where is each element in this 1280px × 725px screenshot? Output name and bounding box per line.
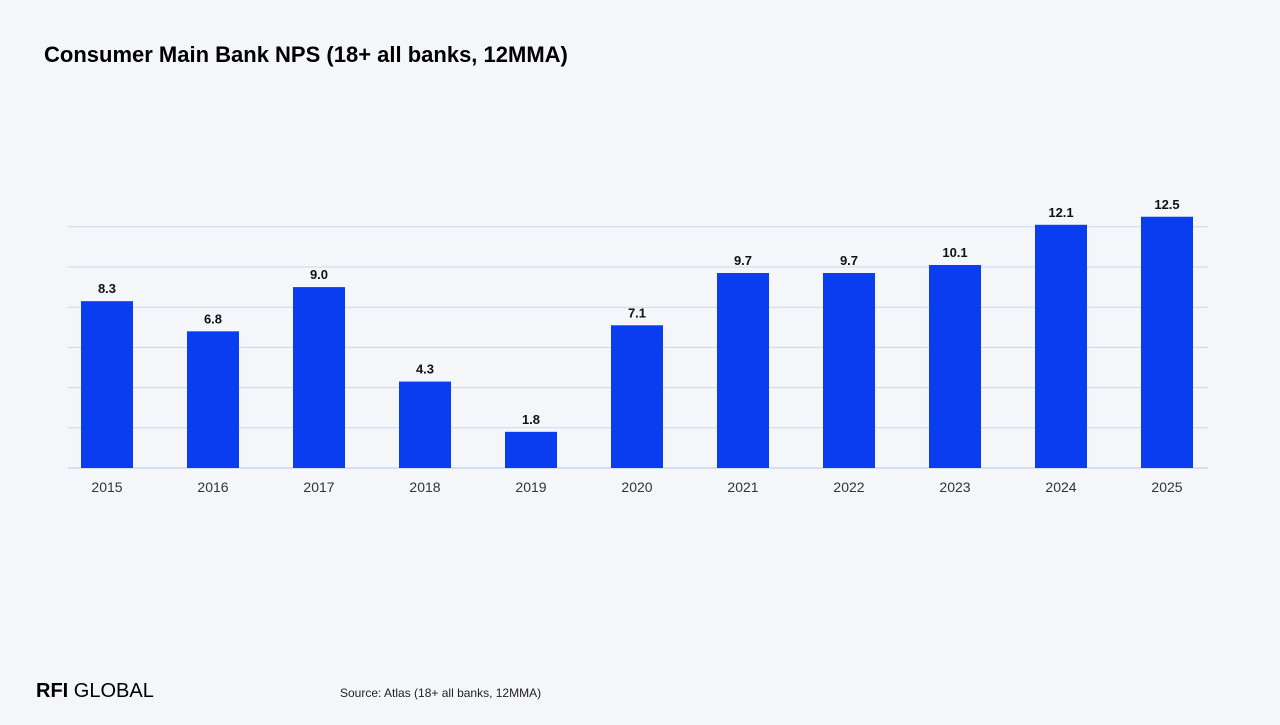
bar-2020	[611, 325, 663, 468]
data-label-2024: 12.1	[1048, 205, 1073, 220]
data-label-2021: 9.7	[734, 253, 752, 268]
data-label-2019: 1.8	[522, 412, 540, 427]
bar-2025	[1141, 216, 1193, 468]
rfi-global-logo: RFI GLOBAL	[36, 680, 154, 703]
data-labels: 8.3 6.8 9.0 4.3 1.8 7.1 9.7 9.7 10.1 12.1 12.5	[98, 197, 1180, 427]
x-tick-2018: 2018	[409, 479, 440, 495]
x-tick-2023: 2023	[939, 479, 970, 495]
x-tick-2022: 2022	[833, 479, 864, 495]
logo-rfi: RFI	[36, 680, 69, 702]
x-tick-2016: 2016	[197, 479, 228, 495]
logo-global: GLOBAL	[68, 680, 154, 702]
source-note: Source: Atlas (18+ all banks, 12MMA)	[340, 686, 542, 700]
data-label-2022: 9.7	[840, 253, 858, 268]
x-tick-2017: 2017	[303, 479, 334, 495]
data-label-2023: 10.1	[942, 245, 967, 260]
x-tick-2024: 2024	[1045, 479, 1076, 495]
data-label-2015: 8.3	[98, 281, 116, 296]
bar-2015	[81, 301, 133, 468]
bar-2022	[823, 273, 875, 468]
data-label-2025: 12.5	[1154, 197, 1179, 212]
bar-2021	[717, 273, 769, 468]
data-label-2020: 7.1	[628, 305, 646, 320]
x-axis-ticks: 2015 2016 2017 2018 2019 2020 2021 2022 2023 2024…	[91, 479, 1182, 495]
x-tick-2021: 2021	[727, 479, 758, 495]
x-tick-2020: 2020	[621, 479, 652, 495]
x-tick-2025: 2025	[1151, 479, 1182, 495]
x-tick-2019: 2019	[515, 479, 546, 495]
bars	[81, 216, 1193, 468]
bar-2017	[293, 287, 345, 468]
chart-title: Consumer Main Bank NPS (18+ all banks, 1…	[44, 42, 568, 67]
data-label-2016: 6.8	[204, 311, 222, 326]
x-tick-2015: 2015	[91, 479, 122, 495]
data-label-2017: 9.0	[310, 267, 328, 282]
bar-2018	[399, 381, 451, 468]
data-label-2018: 4.3	[416, 362, 434, 377]
bar-2019	[505, 431, 557, 468]
bar-2016	[187, 331, 239, 468]
bar-2024	[1035, 224, 1087, 468]
bar-2023	[929, 264, 981, 468]
